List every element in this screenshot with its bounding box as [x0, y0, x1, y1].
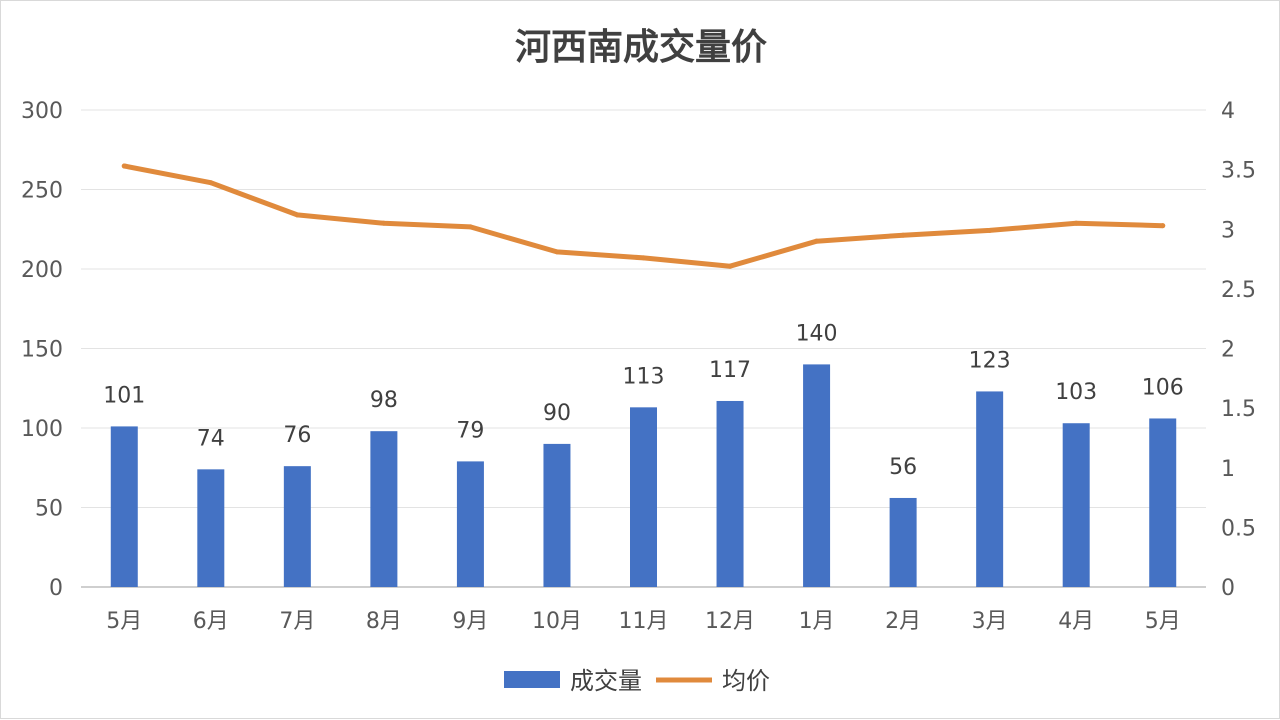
x-tick-label: 2月: [885, 609, 921, 634]
y-right-tick-label: 2.5: [1221, 278, 1256, 303]
bar: [283, 466, 311, 587]
y-right-tick-label: 0.5: [1221, 516, 1256, 541]
x-tick-label: 4月: [1058, 609, 1094, 634]
y-right-tick-label: 3: [1221, 218, 1235, 243]
y-axis-left: 0 50 100 150 200 250 300: [21, 99, 63, 601]
x-tick-label: 10月: [532, 609, 582, 634]
x-tick-label: 5月: [1145, 609, 1181, 634]
bar-data-labels: 101 74 76 98 79 90 113 117 140 56 123 103 106: [103, 321, 1183, 480]
bar-data-label: 76: [283, 423, 311, 448]
legend: 成交量 均价: [504, 667, 770, 695]
y-right-tick-label: 0: [1221, 576, 1235, 601]
bar: [110, 426, 138, 587]
x-tick-label: 1月: [799, 609, 835, 634]
bar-data-label: 90: [543, 401, 571, 426]
y-left-tick-label: 0: [49, 576, 63, 601]
x-tick-label: 3月: [972, 609, 1008, 634]
bar: [976, 391, 1004, 587]
bar-data-label: 113: [623, 364, 665, 389]
bar-data-label: 117: [709, 358, 751, 383]
bar-data-label: 79: [456, 418, 484, 443]
x-tick-label: 11月: [619, 609, 669, 634]
bar-data-label: 98: [370, 388, 398, 413]
x-tick-label: 6月: [193, 609, 229, 634]
x-tick-label: 12月: [705, 609, 755, 634]
line-point: [121, 163, 127, 169]
bar: [1149, 418, 1177, 587]
y-axis-right: 0 0.5 1 1.5 2 2.5 3 3.5 4: [1221, 99, 1256, 601]
bar-data-label: 103: [1055, 380, 1097, 405]
bar-data-label: 106: [1142, 375, 1184, 400]
bar-data-label: 74: [197, 426, 225, 451]
line-point: [294, 212, 300, 218]
bar: [803, 364, 831, 587]
y-left-tick-label: 150: [21, 338, 63, 363]
x-tick-label: 5月: [106, 609, 142, 634]
bar: [370, 431, 398, 587]
line-point: [467, 224, 473, 230]
bar-data-label: 101: [103, 383, 145, 408]
x-tick-label: 8月: [366, 609, 402, 634]
price-line: [121, 163, 1166, 269]
bar-data-label: 56: [889, 455, 917, 480]
line-point: [987, 227, 993, 233]
legend-label-line: 均价: [722, 667, 770, 695]
y-left-tick-label: 50: [35, 497, 63, 522]
legend-label-bar: 成交量: [570, 667, 642, 695]
y-left-tick-label: 100: [21, 417, 63, 442]
bar-data-label: 140: [796, 321, 838, 346]
bar: [543, 443, 571, 587]
chart-title: 河西南成交量价: [515, 26, 767, 68]
y-left-tick-label: 300: [21, 99, 63, 124]
bar-data-label: 123: [969, 348, 1011, 373]
bar-series: [110, 364, 1177, 587]
y-right-tick-label: 1.5: [1221, 397, 1256, 422]
y-left-tick-label: 200: [21, 258, 63, 283]
line-point: [381, 220, 387, 226]
line-point: [900, 232, 906, 238]
bar: [456, 461, 484, 587]
bar: [716, 400, 744, 587]
bar: [197, 469, 225, 587]
bar: [1062, 423, 1090, 587]
y-right-tick-label: 2: [1221, 338, 1235, 363]
x-tick-label: 9月: [452, 609, 488, 634]
line-point: [641, 255, 646, 261]
legend-swatch-bar: [504, 671, 560, 688]
line-point: [554, 249, 560, 255]
line-point: [727, 263, 733, 269]
y-left-tick-label: 250: [21, 179, 63, 204]
x-axis: 5月 6月 7月 8月 9月 10月 11月 12月 1月 2月 3月 4月 5月: [106, 609, 1180, 634]
line-series: [121, 163, 1166, 269]
bar: [889, 497, 917, 587]
line-point: [814, 238, 820, 244]
x-tick-label: 7月: [279, 609, 315, 634]
y-right-tick-label: 1: [1221, 457, 1235, 482]
line-point: [208, 180, 214, 186]
line-point: [1160, 223, 1166, 229]
y-right-tick-label: 4: [1221, 99, 1235, 124]
bar: [630, 407, 657, 587]
line-point: [1073, 220, 1079, 226]
y-right-tick-label: 3.5: [1221, 159, 1256, 184]
gridlines: [81, 109, 1206, 588]
